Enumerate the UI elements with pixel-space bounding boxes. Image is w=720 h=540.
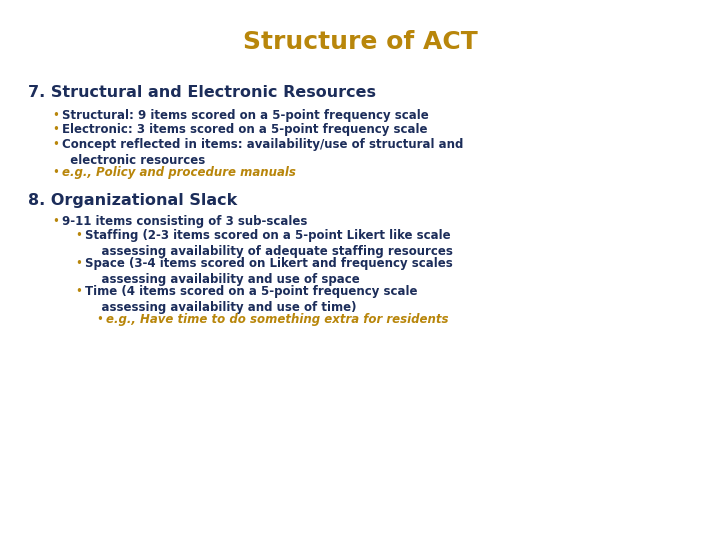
Text: •: • (52, 214, 59, 227)
Text: Time (4 items scored on a 5-point frequency scale
    assessing availability and: Time (4 items scored on a 5-point freque… (85, 285, 418, 314)
Text: •: • (52, 124, 59, 137)
Text: •: • (52, 109, 59, 122)
Text: 8. Organizational Slack: 8. Organizational Slack (28, 192, 238, 207)
Text: •: • (96, 313, 103, 326)
Text: 7. Structural and Electronic Resources: 7. Structural and Electronic Resources (28, 85, 376, 100)
Text: Electronic: 3 items scored on a 5-point frequency scale: Electronic: 3 items scored on a 5-point … (62, 124, 428, 137)
Text: e.g., Policy and procedure manuals: e.g., Policy and procedure manuals (62, 166, 296, 179)
Text: 9-11 items consisting of 3 sub-scales: 9-11 items consisting of 3 sub-scales (62, 214, 307, 227)
Text: Structure of ACT: Structure of ACT (243, 30, 477, 54)
Text: •: • (75, 229, 82, 242)
Text: •: • (52, 166, 59, 179)
Text: •: • (75, 257, 82, 270)
Text: Structural: 9 items scored on a 5-point frequency scale: Structural: 9 items scored on a 5-point … (62, 109, 428, 122)
Text: e.g., Have time to do something extra for residents: e.g., Have time to do something extra fo… (106, 313, 449, 326)
Text: Space (3-4 items scored on Likert and frequency scales
    assessing availabilit: Space (3-4 items scored on Likert and fr… (85, 257, 453, 286)
Text: •: • (52, 138, 59, 151)
Text: Staffing (2-3 items scored on a 5-point Likert like scale
    assessing availabi: Staffing (2-3 items scored on a 5-point … (85, 229, 453, 258)
Text: Concept reflected in items: availability/use of structural and
  electronic reso: Concept reflected in items: availability… (62, 138, 464, 167)
Text: •: • (75, 285, 82, 298)
